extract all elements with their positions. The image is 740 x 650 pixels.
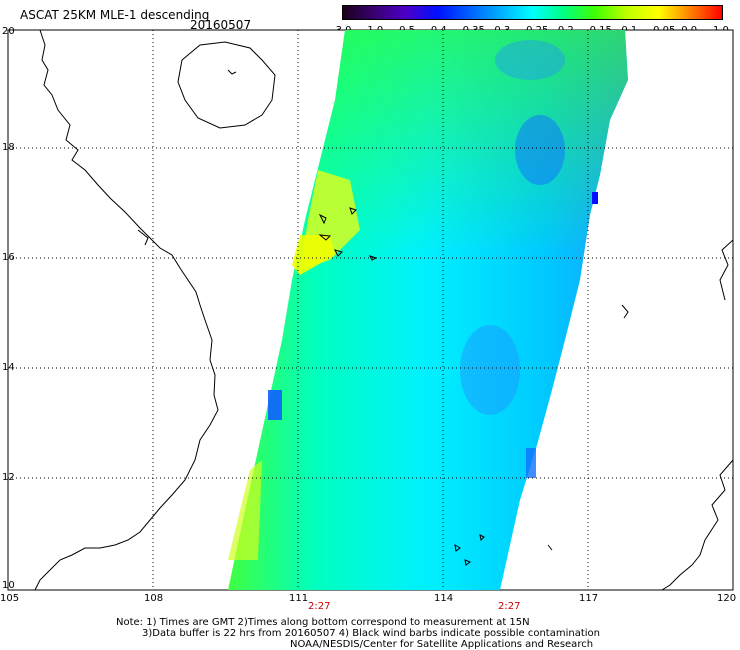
lat-label-16: 16: [2, 252, 15, 263]
lon-label-114: 114: [434, 593, 454, 604]
note-line-2: 3)Data buffer is 22 hrs from 20160507 4)…: [142, 628, 600, 639]
lat-label-14: 14: [2, 362, 15, 373]
lat-label-18: 18: [2, 142, 15, 153]
lat-label-12: 12: [2, 472, 15, 483]
lon-label-108: 108: [144, 593, 164, 604]
product-date: 20160507: [190, 18, 252, 32]
graticule: [8, 30, 733, 590]
scatterometer-swath: [228, 30, 628, 590]
lon-label-117: 117: [579, 593, 599, 604]
colorbar: [342, 5, 723, 20]
note-line-1: Note: 1) Times are GMT 2)Times along bot…: [116, 617, 530, 628]
lon-label-111: 111: [289, 593, 309, 604]
lon-label-105: 105: [0, 593, 20, 604]
note-line-3: NOAA/NESDIS/Center for Satellite Applica…: [290, 639, 594, 650]
lat-label-20: 20: [2, 26, 15, 37]
lat-label-10: 10: [2, 580, 15, 591]
pass-time-1: 2:27: [308, 601, 331, 612]
product-title: ASCAT 25KM MLE-1 descending: [20, 8, 210, 22]
coastline: [34, 29, 734, 591]
pass-time-2: 2:27: [498, 601, 521, 612]
lon-label-120: 120: [717, 593, 737, 604]
